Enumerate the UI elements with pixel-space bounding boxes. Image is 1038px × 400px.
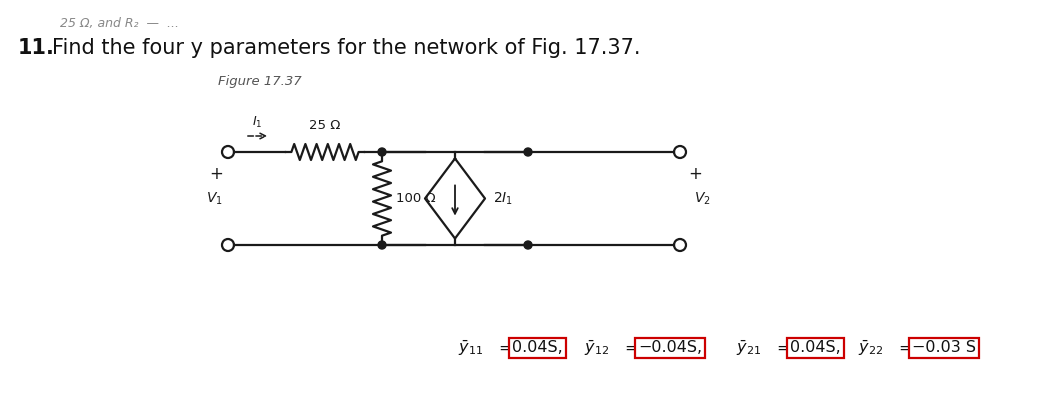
Text: $I_1$: $I_1$ [252,115,263,130]
Text: 0.04S,: 0.04S, [790,340,841,356]
Text: =: = [898,340,911,356]
Text: =: = [624,340,637,356]
Text: +: + [209,165,223,183]
Text: 100 Ω: 100 Ω [397,192,436,205]
Text: $V_1$: $V_1$ [206,190,222,207]
Text: =: = [776,340,790,356]
Text: $2I_1$: $2I_1$ [493,190,513,207]
Circle shape [378,241,386,249]
Text: $\bar{y}_{22}$: $\bar{y}_{22}$ [858,338,883,358]
Text: $V_2$: $V_2$ [693,190,710,207]
Text: −0.04S,: −0.04S, [638,340,702,356]
Text: 0.04S,: 0.04S, [512,340,563,356]
Text: 11.: 11. [18,38,55,58]
Text: 25 Ω: 25 Ω [309,119,340,132]
Text: $\bar{y}_{12}$: $\bar{y}_{12}$ [584,338,609,358]
Text: =: = [498,340,512,356]
Text: Find the four y parameters for the network of Fig. 17.37.: Find the four y parameters for the netwo… [52,38,640,58]
Text: $\bar{y}_{11}$: $\bar{y}_{11}$ [458,338,483,358]
Circle shape [524,148,532,156]
Text: $\bar{y}_{21}$: $\bar{y}_{21}$ [736,338,761,358]
Circle shape [378,148,386,156]
Circle shape [524,241,532,249]
Text: +: + [688,165,702,183]
Text: Figure 17.37: Figure 17.37 [218,75,302,88]
Text: 25 Ω, and R₂  —  ...: 25 Ω, and R₂ — ... [60,17,179,30]
Text: −0.03 S: −0.03 S [912,340,976,356]
